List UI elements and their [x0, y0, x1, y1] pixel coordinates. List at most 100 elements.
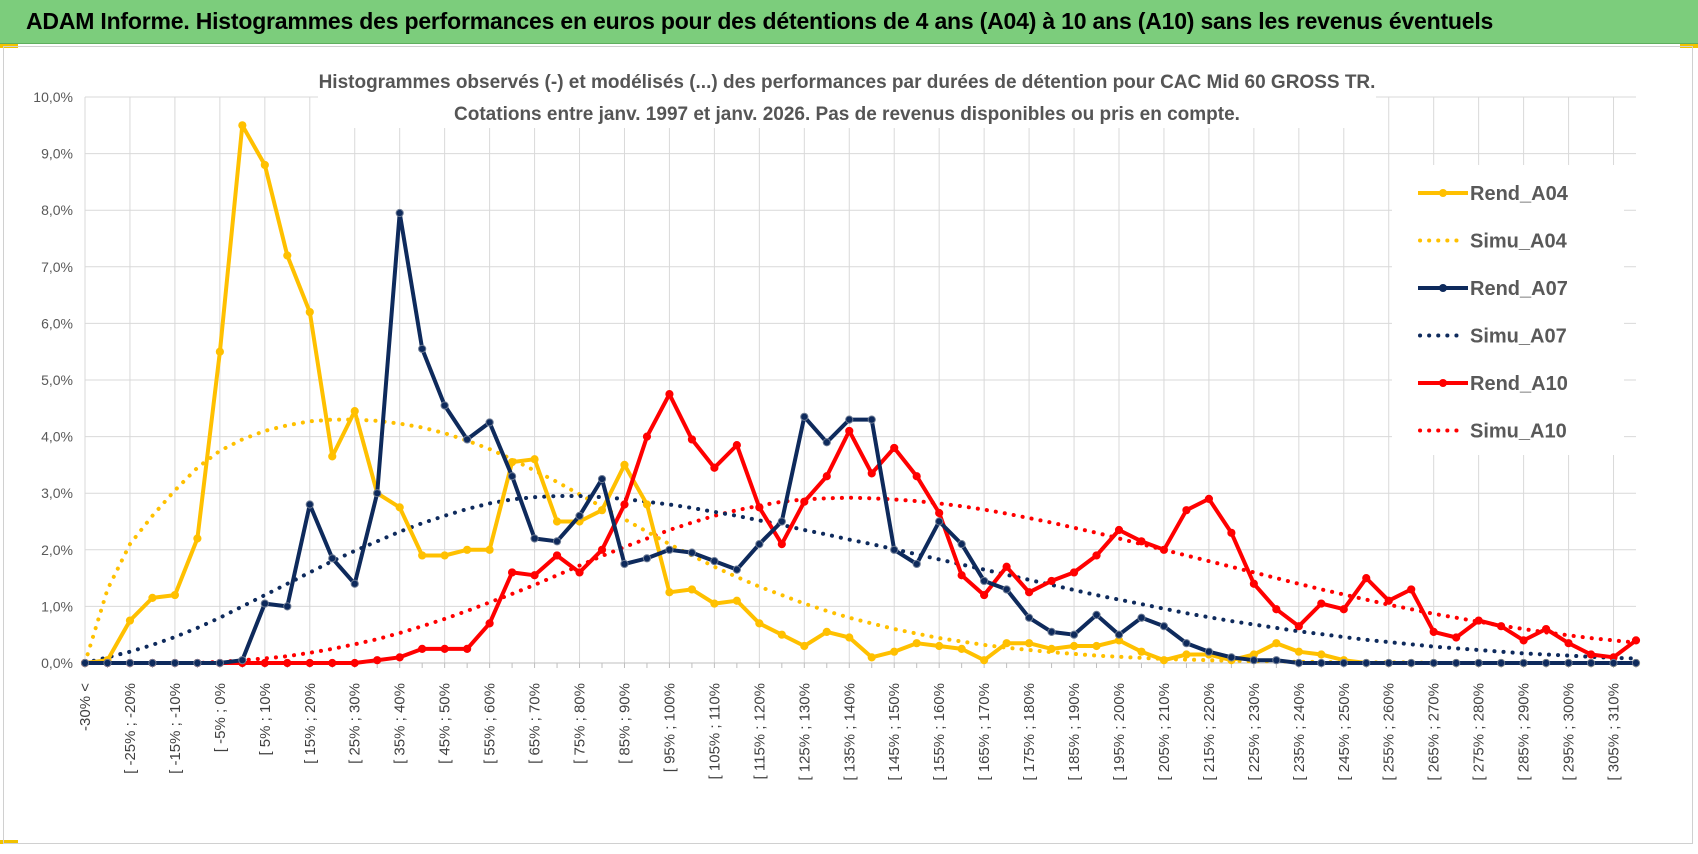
data-point	[1002, 639, 1011, 648]
legend-item-simu-a10: Simu_A10	[1418, 421, 1567, 443]
data-point	[980, 576, 989, 586]
x-tick-label: [ 145% ; 150%	[886, 683, 903, 781]
data-point	[1564, 658, 1573, 668]
data-point	[665, 545, 674, 554]
series-simu-a07	[83, 494, 1638, 665]
data-point	[980, 656, 989, 665]
data-point	[1272, 656, 1281, 665]
data-point	[1384, 596, 1393, 605]
data-point	[328, 452, 337, 461]
data-point	[1474, 616, 1483, 625]
x-tick-label: [ 55% ; 60%	[482, 683, 499, 764]
data-point	[1114, 525, 1124, 535]
data-point	[1272, 605, 1281, 614]
data-point	[552, 537, 562, 546]
data-point	[890, 545, 899, 554]
data-point	[935, 517, 944, 526]
data-point	[1024, 613, 1034, 622]
data-point	[418, 644, 427, 653]
data-point	[1159, 545, 1169, 554]
x-tick-label: [ 215% ; 220%	[1201, 683, 1218, 781]
legend-item-simu-a04: Simu_A04	[1418, 231, 1568, 253]
data-point	[170, 658, 180, 668]
y-tick-label: 5,0%	[41, 372, 73, 388]
legend-label: Simu_A07	[1470, 326, 1567, 348]
chart-title-line: Cotations entre janv. 1997 et janv. 2026…	[454, 104, 1240, 125]
data-point	[1294, 647, 1303, 656]
data-point	[912, 472, 921, 481]
data-point	[1092, 610, 1101, 619]
x-tick-label: [ 275% ; 280%	[1471, 683, 1488, 781]
data-point	[1452, 633, 1461, 642]
data-point	[1047, 627, 1056, 636]
data-point	[935, 508, 944, 518]
data-point	[957, 540, 966, 549]
data-point	[1429, 658, 1438, 668]
data-point	[125, 616, 135, 625]
data-point	[1249, 579, 1258, 588]
data-point	[283, 658, 292, 668]
x-tick-label: [ 285% ; 290%	[1516, 683, 1533, 781]
data-point	[755, 540, 764, 549]
data-point	[800, 497, 809, 506]
data-point	[507, 568, 517, 577]
data-point	[845, 415, 854, 424]
data-point	[395, 208, 404, 218]
data-point	[350, 658, 359, 668]
legend-background	[1392, 165, 1624, 455]
data-point	[238, 121, 247, 130]
y-tick-label: 6,0%	[41, 315, 73, 331]
data-point	[1294, 658, 1303, 668]
data-point	[1204, 494, 1214, 503]
legend-item-rend-a04: Rend_A04	[1418, 183, 1569, 205]
x-tick-label: [ 165% ; 170%	[976, 683, 993, 781]
x-tick-label: [ 15% ; 20%	[302, 683, 319, 764]
data-point	[1317, 650, 1326, 659]
data-point	[732, 565, 741, 574]
x-tick-label: [ 265% ; 270%	[1426, 683, 1443, 781]
data-point	[1227, 653, 1236, 662]
data-point	[1497, 658, 1506, 668]
data-point	[1114, 630, 1124, 639]
data-point	[687, 435, 697, 444]
data-point	[328, 658, 337, 668]
legend-label: Rend_A07	[1470, 278, 1568, 300]
data-point	[260, 599, 269, 608]
x-tick-label: [ -5% ; 0%	[212, 683, 229, 752]
data-point	[1452, 658, 1461, 668]
data-point	[1429, 627, 1438, 636]
data-point	[507, 472, 517, 481]
data-point	[822, 472, 831, 481]
x-tick-label: [ -15% ; -10%	[167, 683, 184, 774]
data-point	[1137, 537, 1146, 546]
data-point	[1092, 551, 1101, 560]
data-point	[485, 545, 494, 554]
data-point	[732, 440, 741, 450]
data-point	[1159, 622, 1169, 631]
x-tick-label: [ 155% ; 160%	[931, 683, 948, 781]
data-point	[283, 602, 292, 611]
data-point	[1137, 647, 1146, 656]
x-tick-label: [ 115% ; 120%	[751, 683, 768, 779]
x-tick-label: -30% <	[77, 683, 94, 731]
data-point	[800, 412, 809, 421]
y-tick-label: 0,0%	[41, 655, 73, 671]
data-point	[867, 415, 876, 424]
data-point	[890, 647, 899, 656]
legend-item-rend-a10: Rend_A10	[1418, 373, 1568, 395]
data-point	[1362, 574, 1371, 583]
data-point	[642, 554, 652, 563]
data-point	[1586, 658, 1596, 668]
series-line	[85, 211, 1636, 665]
x-tick-label: [ 185% ; 190%	[1066, 683, 1083, 781]
data-point	[777, 630, 786, 639]
data-point	[395, 503, 404, 512]
legend-marker	[1439, 189, 1447, 197]
data-point	[552, 517, 562, 526]
data-point	[1024, 588, 1034, 597]
page-title: ADAM Informe. Histogrammes des performan…	[26, 8, 1494, 34]
x-tick-label: [ 35% ; 40%	[392, 683, 409, 764]
data-point	[1362, 658, 1371, 668]
data-point	[1182, 506, 1191, 515]
data-point	[530, 571, 539, 580]
